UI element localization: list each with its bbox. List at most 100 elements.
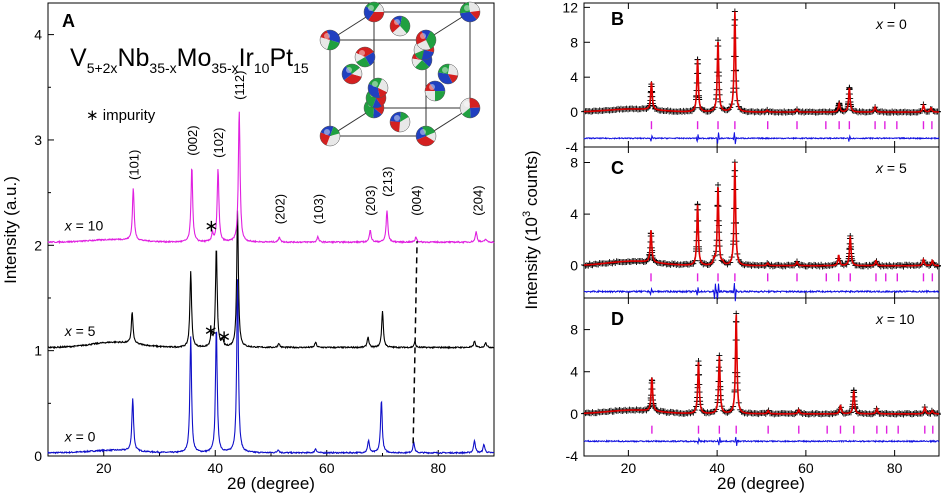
calculated-line [584,314,939,415]
series-label-10: x = 10 [64,218,104,234]
atom-segment [434,91,445,101]
panel-a-y-tick-label: 3 [34,132,42,148]
atom-highlight [368,5,374,11]
observed-point [785,261,792,268]
atom-segment [438,72,453,84]
panel-letter-b: B [611,9,624,29]
atom-segment [368,12,384,22]
atom-segment [460,12,477,22]
panel-a-y-tick-label: 0 [34,448,42,464]
atom-segment [429,81,445,92]
atom-segment [425,82,435,91]
calculated-line [584,162,939,267]
atom-sphere [437,63,459,85]
atom-outline [319,29,341,51]
series-line-10 [47,111,495,245]
hkl-label: (101) [126,150,141,180]
panels-bcd-x-tick-label: 80 [887,460,903,476]
atom-segment [378,88,388,98]
atom-segment [425,90,435,101]
atom-segment [460,98,470,115]
atom-highlight [420,129,426,135]
peak-shift-dashed-line [412,241,418,444]
atom-outline [367,77,389,99]
y-tick-label: 0 [570,258,578,274]
series-line-0 [47,279,495,455]
series-label-5: x = 5 [64,323,96,339]
atom-segment [390,18,400,33]
atom-segment [400,16,410,34]
y-tick-label: 4 [570,364,578,380]
atom-segment [462,108,471,118]
atom-outline [459,97,481,119]
atom-highlight [394,19,400,25]
panel-a-hkl-labels: (101) (002) (102) (112) (202) (103) (203)(213)… [126,71,485,444]
calculated-line [584,11,939,113]
atom-segment [416,126,426,140]
hkl-label: (103) [311,194,326,224]
atom-segment [378,78,388,93]
y-tick-label: 0 [570,406,578,422]
y-tick-label: 4 [570,206,578,222]
atom-segment [426,132,436,142]
atom-segment [355,47,374,57]
atom-segment [414,50,424,60]
panel-a-x-tick-label: 80 [430,460,446,476]
atom-segment [448,64,458,76]
atom-segment [415,60,430,70]
hkl-label: (203) [363,185,378,215]
atom-outline [437,63,459,85]
atom-segment [368,78,383,88]
y-tick-label: 8 [570,34,578,50]
hkl-label: (004) [409,185,424,215]
hkl-label: (204) [470,185,485,215]
atom-segment [390,121,400,132]
atom-segment [470,10,480,20]
atom-outline [415,29,437,51]
impurity-mark: ∗ [204,321,218,340]
panel-letter-d: D [611,309,624,329]
panel-a: 20 40 60 80 0 1 2 3 4 x = 0 x = 5 x = 10 (101) (002… [1,1,495,493]
atom-segment [426,31,436,49]
series-label-0: x = 0 [64,428,96,444]
y-tick-label: 0 [570,104,578,120]
atom-highlight [394,115,400,121]
panels-bcd-frame [583,2,940,457]
atom-outline [459,1,481,23]
atom-highlight [324,33,330,39]
panel-a-series: x = 0 x = 5 x = 10 [47,111,495,455]
atom-outline [363,1,385,23]
atom-highlight [464,5,470,11]
hkl-label: (002) [185,125,200,155]
atom-segment [421,50,434,60]
atom-segment [365,2,380,12]
panel-letter-c: C [611,158,624,178]
atom-segment [368,83,380,98]
atom-highlight [442,67,448,73]
impurity-legend: ∗ impurity [86,107,156,124]
panels-bcd-y-axis-label: Intensity (103 counts) [521,150,541,309]
panels-bcd-x-tick-label: 20 [621,460,637,476]
atom-sphere [341,63,363,85]
atom-segment [460,2,470,14]
atom-sphere [415,29,437,51]
atom-outline [424,80,446,102]
panel-letter-a: A [62,11,75,31]
atom-segment [392,26,407,36]
atom-segment [390,112,401,122]
atom-segment [422,126,436,136]
observed-point [715,181,722,188]
atom-highlight [372,81,378,87]
atom-segment [393,16,403,26]
panel-a-x-tick-label: 40 [207,460,223,476]
difference-curve [583,132,940,145]
atom-segment [356,57,370,67]
atom-sphere [389,15,411,37]
series-line-5 [47,210,495,350]
atom-highlight [324,129,330,135]
atom-segment [345,64,360,74]
y-tick-label: 8 [570,322,578,338]
observed-point [803,263,810,270]
